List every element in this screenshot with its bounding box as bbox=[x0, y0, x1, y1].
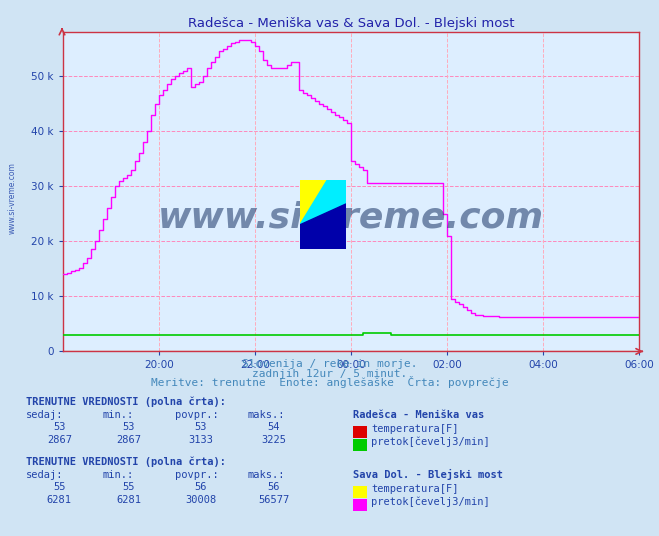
Text: povpr.:: povpr.: bbox=[175, 470, 218, 480]
Text: 54: 54 bbox=[268, 422, 279, 433]
Text: povpr.:: povpr.: bbox=[175, 410, 218, 420]
Polygon shape bbox=[300, 180, 346, 225]
Text: sedaj:: sedaj: bbox=[26, 410, 64, 420]
Text: www.si-vreme.com: www.si-vreme.com bbox=[158, 200, 544, 234]
Text: 2867: 2867 bbox=[47, 435, 72, 445]
Text: 6281: 6281 bbox=[116, 495, 141, 505]
Text: Radešca - Meniška vas: Radešca - Meniška vas bbox=[353, 410, 484, 420]
Text: TRENUTNE VREDNOSTI (polna črta):: TRENUTNE VREDNOSTI (polna črta): bbox=[26, 456, 226, 467]
Title: Radešca - Meniška vas & Sava Dol. - Blejski most: Radešca - Meniška vas & Sava Dol. - Blej… bbox=[188, 17, 514, 29]
Polygon shape bbox=[300, 204, 346, 249]
Text: 30008: 30008 bbox=[185, 495, 217, 505]
Text: temperatura[F]: temperatura[F] bbox=[371, 424, 459, 434]
Text: 53: 53 bbox=[53, 422, 65, 433]
Text: 6281: 6281 bbox=[47, 495, 72, 505]
Text: 56: 56 bbox=[195, 482, 207, 493]
Polygon shape bbox=[300, 180, 328, 225]
Text: Meritve: trenutne  Enote: anglešaške  Črta: povprečje: Meritve: trenutne Enote: anglešaške Črta… bbox=[151, 376, 508, 389]
Text: temperatura[F]: temperatura[F] bbox=[371, 484, 459, 494]
Text: zadnjih 12ur / 5 minut.: zadnjih 12ur / 5 minut. bbox=[252, 369, 407, 379]
Text: 3133: 3133 bbox=[188, 435, 214, 445]
Text: www.si-vreme.com: www.si-vreme.com bbox=[7, 162, 16, 234]
Text: pretok[čevelj3/min]: pretok[čevelj3/min] bbox=[371, 436, 490, 447]
Text: min.:: min.: bbox=[102, 470, 133, 480]
Text: 53: 53 bbox=[123, 422, 134, 433]
Text: TRENUTNE VREDNOSTI (polna črta):: TRENUTNE VREDNOSTI (polna črta): bbox=[26, 396, 226, 407]
Text: 56577: 56577 bbox=[258, 495, 289, 505]
Text: 55: 55 bbox=[123, 482, 134, 493]
Text: 55: 55 bbox=[53, 482, 65, 493]
Text: maks.:: maks.: bbox=[247, 470, 285, 480]
Text: Sava Dol. - Blejski most: Sava Dol. - Blejski most bbox=[353, 469, 503, 480]
Text: maks.:: maks.: bbox=[247, 410, 285, 420]
Text: sedaj:: sedaj: bbox=[26, 470, 64, 480]
Text: 2867: 2867 bbox=[116, 435, 141, 445]
Text: 53: 53 bbox=[195, 422, 207, 433]
Text: pretok[čevelj3/min]: pretok[čevelj3/min] bbox=[371, 496, 490, 507]
Text: min.:: min.: bbox=[102, 410, 133, 420]
Text: Slovenija / reke in morje.: Slovenija / reke in morje. bbox=[242, 359, 417, 369]
Text: 3225: 3225 bbox=[261, 435, 286, 445]
Text: 56: 56 bbox=[268, 482, 279, 493]
